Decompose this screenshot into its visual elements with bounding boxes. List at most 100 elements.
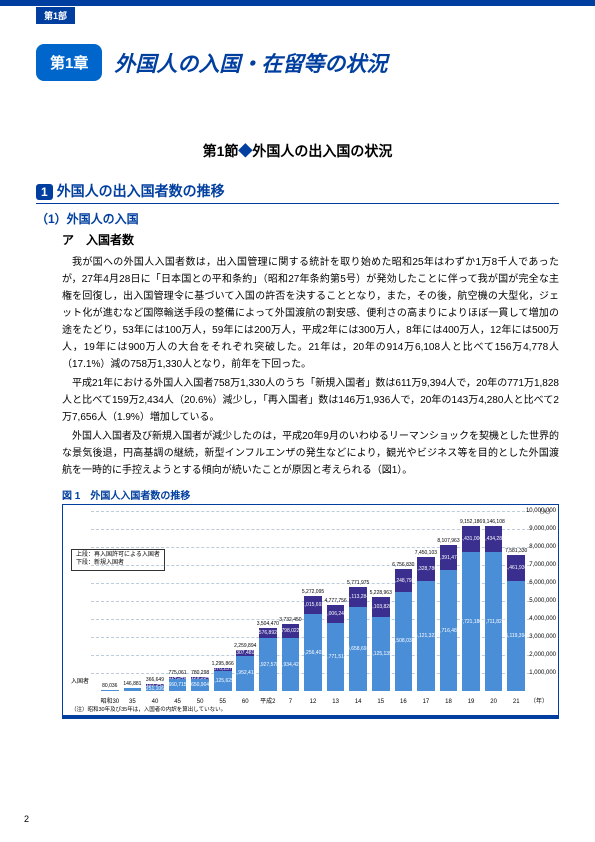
chapter-title: 外国人の入国・在留等の状況	[114, 48, 387, 78]
bar-lower-label: 4,256,403	[302, 650, 324, 656]
section-text: 外国人の出入国の状況	[252, 143, 392, 159]
entry-label: 入国者	[71, 676, 89, 685]
x-tick-label: 17	[423, 699, 430, 705]
y-tick-label: 6,000,000	[529, 580, 556, 586]
bar	[417, 557, 435, 691]
bar-lower-label: 6,121,323	[415, 633, 437, 639]
x-tick-label: 15	[377, 699, 384, 705]
x-tick-label: 18	[445, 699, 452, 705]
bar-total-label: 80,036	[102, 683, 117, 689]
bar	[485, 526, 503, 691]
y-tick-label: 3,000,000	[529, 634, 556, 640]
bar	[124, 688, 142, 691]
bar-upper-label: 1,391,478	[437, 555, 459, 561]
bar	[259, 628, 277, 691]
x-tick-label: 16	[400, 699, 407, 705]
bar-lower-label: 4,125,135	[370, 651, 392, 657]
figure-title: 図 1 外国人入国者数の推移	[62, 487, 595, 502]
bar-lower-label: 1,125,629	[212, 678, 234, 684]
subsection-title: 外国人の出入国者数の推移	[57, 183, 225, 199]
x-tick-label: 40	[152, 699, 159, 705]
bar-lower-label: 7,711,828	[483, 619, 505, 625]
bar-total-label: 3,732,450	[279, 617, 301, 623]
bar-upper-label: 307,481	[236, 650, 254, 656]
bar-total-label: 9,152,186	[460, 519, 482, 525]
y-tick-label: 10,000,000	[526, 508, 556, 514]
top-border	[0, 0, 595, 6]
bar-upper-label: 1,431,006	[460, 536, 482, 542]
bar	[372, 597, 390, 691]
bar-upper-label: 170,237	[214, 666, 232, 672]
bar-upper-label: 1,328,780	[415, 566, 437, 572]
x-tick-label: 21	[513, 699, 520, 705]
bar	[101, 690, 119, 691]
bar-upper-label: 1,006,244	[324, 611, 346, 617]
bar-lower-label: 5,508,038	[392, 638, 414, 644]
x-tick-label: 13	[332, 699, 339, 705]
bar-total-label: 2,259,894	[234, 643, 256, 649]
bar-lower	[101, 690, 119, 691]
bar-total-label: 146,881	[123, 681, 141, 687]
x-tick-label: 14	[355, 699, 362, 705]
y-tick-label: 8,000,000	[529, 544, 556, 550]
x-tick-label: 12	[310, 699, 317, 705]
bar-upper-label: 576,892	[259, 630, 277, 636]
bar-lower-label: 7,721,180	[460, 619, 482, 625]
bar-total-label: 9,146,108	[483, 519, 505, 525]
bar-upper-label: 1,015,692	[302, 602, 324, 608]
bar-total-label: 6,756,830	[392, 562, 414, 568]
bar-total-label: 5,272,095	[302, 589, 324, 595]
x-axis-unit: （年）	[530, 696, 548, 705]
bar-lower-label: 2,934,428	[279, 662, 301, 668]
gridline	[91, 511, 530, 512]
x-tick-label: 50	[197, 699, 204, 705]
y-tick-label: 5,000,000	[529, 598, 556, 604]
chapter-badge: 第1章	[36, 44, 102, 81]
y-tick-label: 9,000,000	[529, 526, 556, 532]
x-tick-label: 60	[242, 699, 249, 705]
bar	[349, 587, 367, 691]
subsection-header: 1外国人の出入国者数の推移	[36, 181, 559, 204]
y-tick-label: 1,000,000	[529, 670, 556, 676]
bar-lower-label: 4,658,691	[347, 646, 369, 652]
x-tick-label: 45	[174, 699, 181, 705]
subsubsub-heading: ア 入国者数	[62, 231, 595, 248]
chart-plot-area: 80,036146,881366,649115,543251,106775,06…	[91, 511, 530, 691]
bar	[507, 555, 525, 691]
x-tick-label: 7	[289, 699, 292, 705]
body-text: 我が国への外国人入国者数は，出入国管理に関する統計を取り始めた昭和25年はわずか…	[62, 254, 559, 479]
paragraph: 我が国への外国人入国者数は，出入国管理に関する統計を取り始めた昭和25年はわずか…	[62, 254, 559, 373]
bar-total-label: 8,107,963	[437, 538, 459, 544]
chart-container: （人） 入国者 上段：再入国許可による入国者 下段：新規入国者 80,03614…	[62, 504, 559, 719]
x-tick-label: 19	[468, 699, 475, 705]
bar-total-label: 4,777,756	[324, 598, 346, 604]
bar-lower-label: 2,927,578	[257, 662, 279, 668]
x-tick-label: 昭和30	[100, 696, 119, 705]
bar	[304, 596, 322, 691]
subsection-number: 1	[36, 184, 53, 200]
bar-lower-label: 3,771,512	[324, 654, 346, 660]
x-tick-label: 20	[490, 699, 497, 705]
bar-upper-label: 1,434,280	[483, 536, 505, 542]
paragraph: 平成21年における外国人入国者758万1,330人のうち「新規入国者」数は611…	[62, 375, 559, 426]
part-label: 第1部	[36, 7, 75, 24]
bar-lower-label: 660,715	[168, 682, 186, 688]
bar-total-label: 7,581,330	[505, 548, 527, 554]
bar-total-label: 7,450,103	[415, 550, 437, 556]
page-number: 2	[24, 814, 29, 824]
chart-note: （注）昭和30年及び35年は，入国者の内訳を算出していない。	[71, 705, 226, 713]
bar	[327, 605, 345, 691]
bar-upper-label: 798,022	[281, 628, 299, 634]
bar-lower-label: 6,119,394	[505, 633, 527, 639]
bar-upper-label: 1,248,792	[392, 578, 414, 584]
bar	[395, 569, 413, 691]
x-tick-label: 55	[219, 699, 226, 705]
x-tick-label: 35	[129, 699, 136, 705]
paragraph: 外国人入国者及び新規入国者が減少したのは，平成20年9月のいわゆるリーマンショッ…	[62, 428, 559, 479]
bar-lower-label: 1,952,413	[234, 670, 256, 676]
x-tick-label: 平成2	[260, 696, 275, 705]
section-title: 第1節◆外国人の出入国の状況	[0, 141, 595, 161]
bar-total-label: 5,771,975	[347, 580, 369, 586]
section-prefix: 第1節	[203, 143, 239, 159]
bar	[440, 545, 458, 691]
